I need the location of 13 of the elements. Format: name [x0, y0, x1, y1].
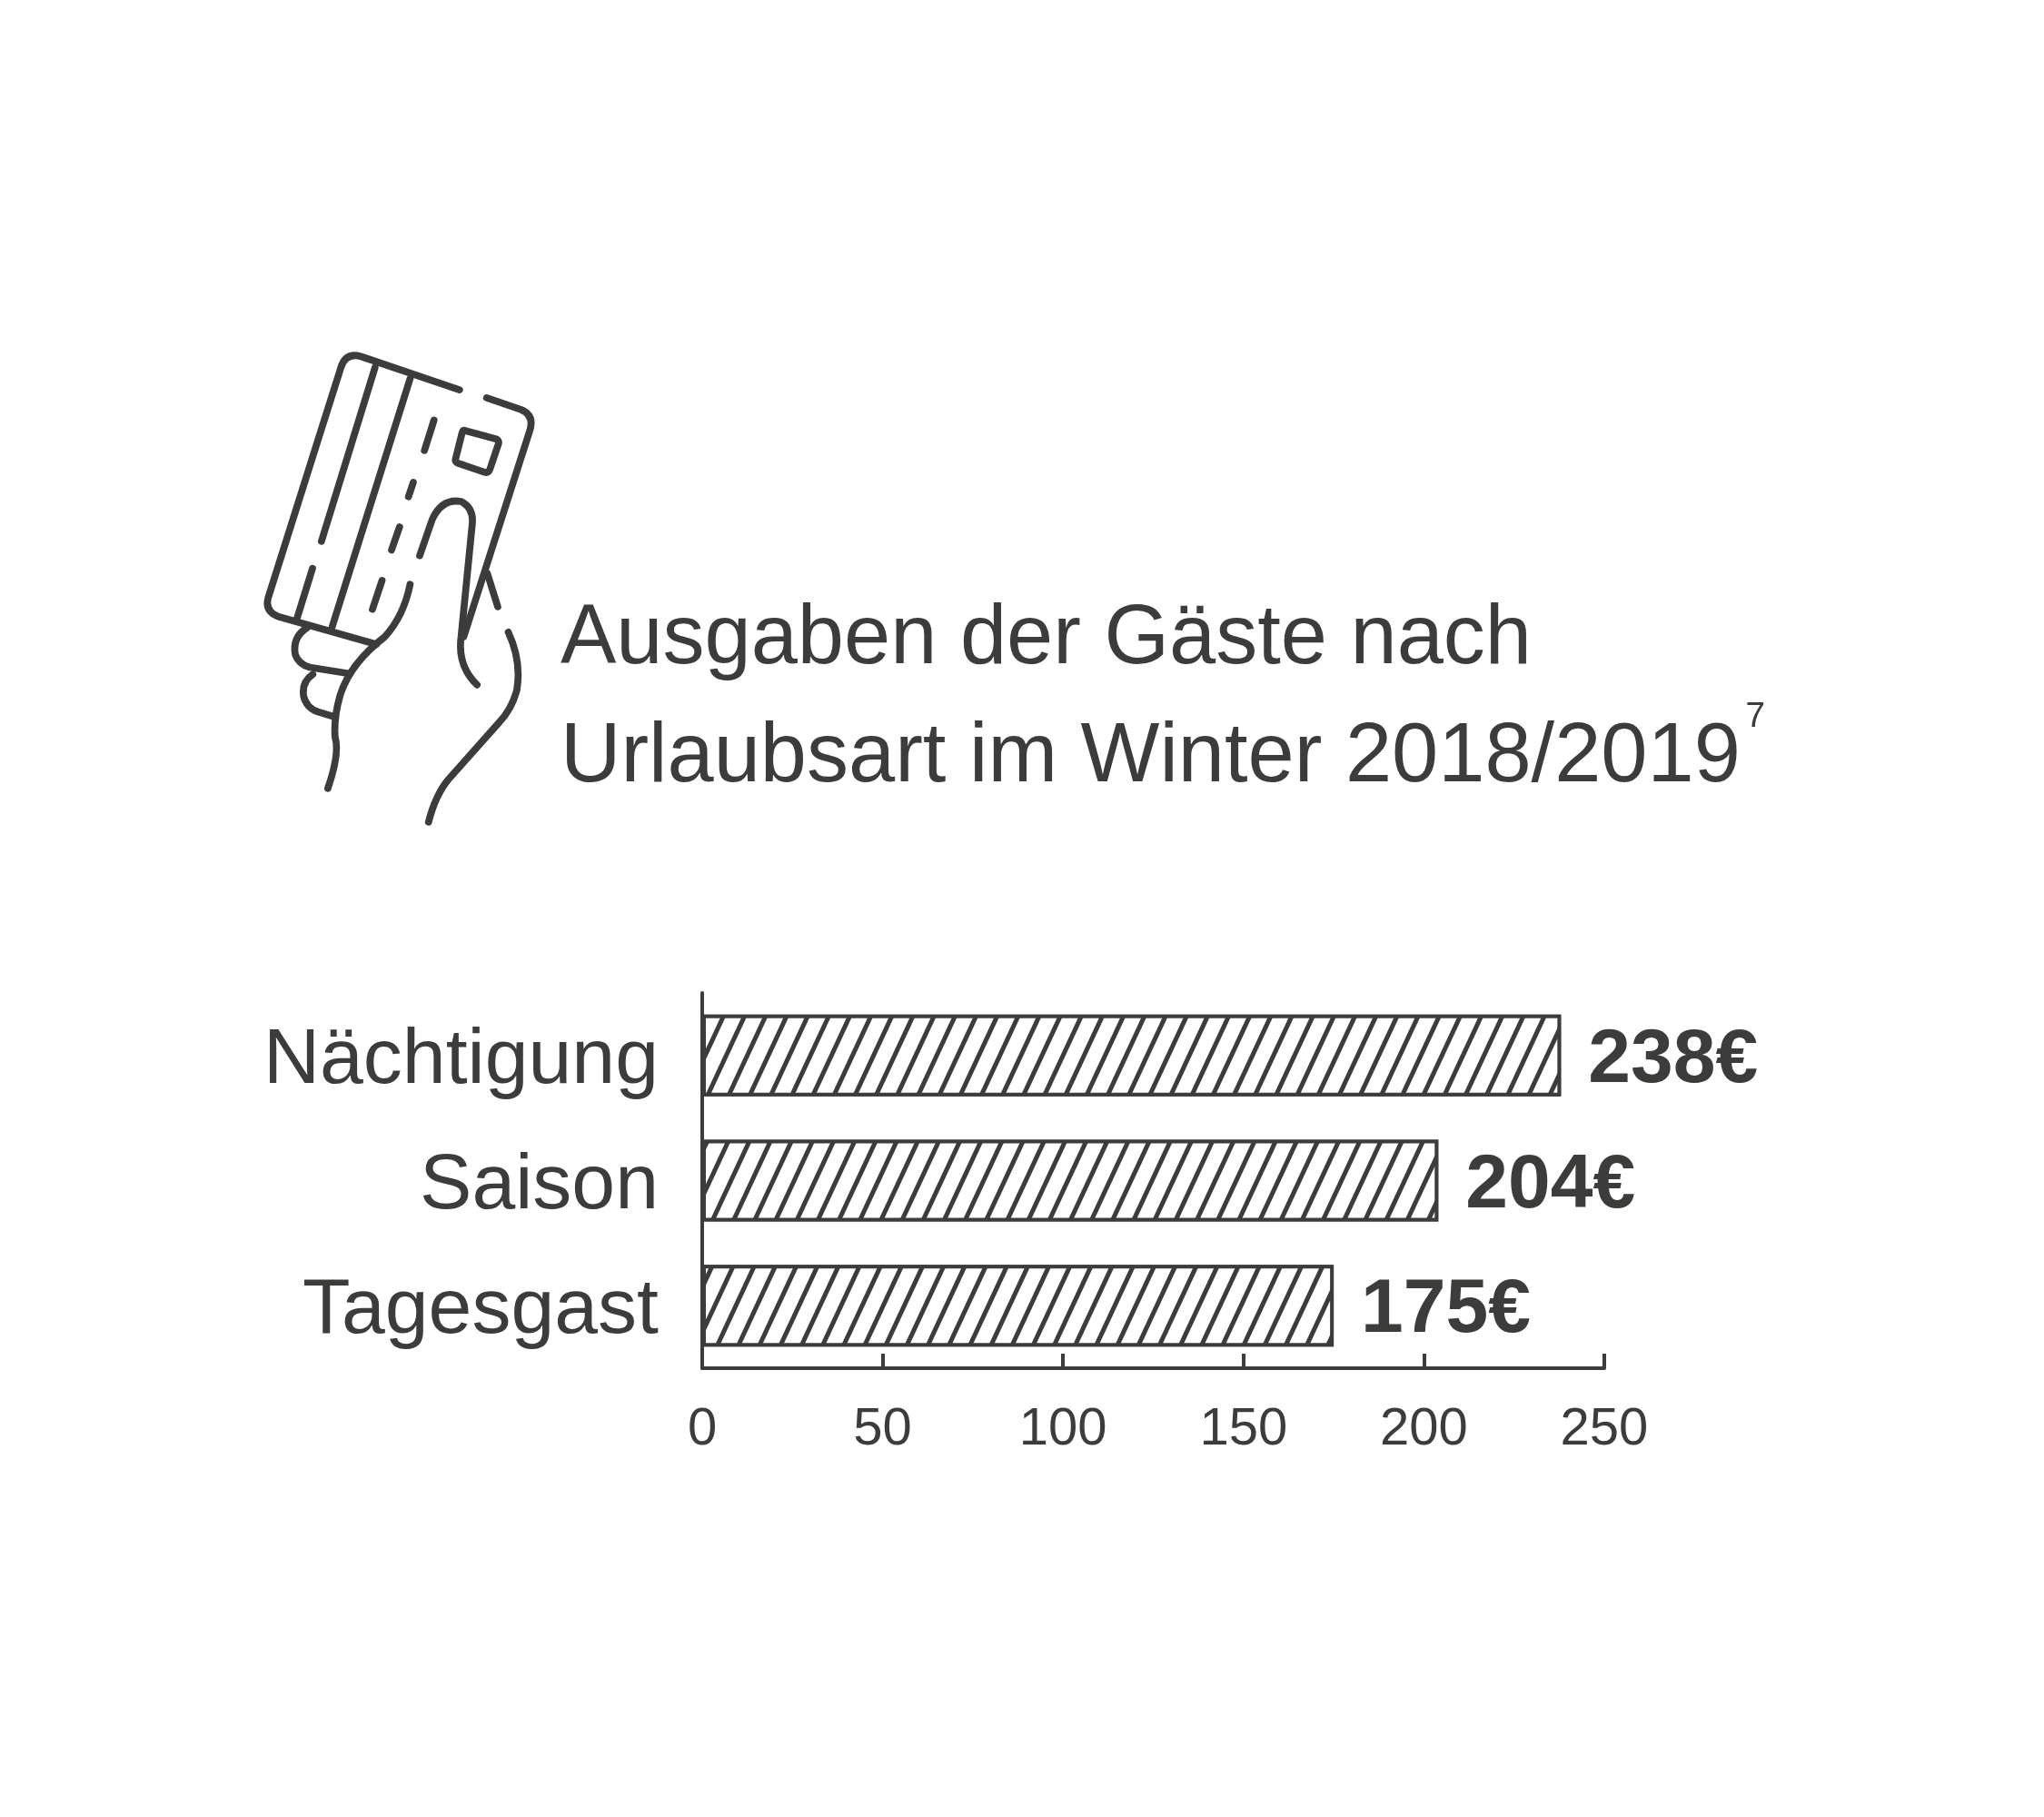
x-tick-label: 50	[853, 1395, 912, 1455]
x-tick-label: 0	[687, 1395, 718, 1455]
data-label: 204€	[1465, 1137, 1636, 1224]
x-tick-label: 250	[1560, 1395, 1649, 1455]
x-tick-label: 100	[1018, 1395, 1107, 1455]
x-tick-label: 200	[1380, 1395, 1468, 1455]
x-tick-label: 150	[1199, 1395, 1288, 1455]
y-tick-label: Tagesgast	[302, 1262, 660, 1350]
data-label: 238€	[1588, 1012, 1759, 1098]
y-tick-label: Nächtigung	[263, 1011, 659, 1099]
chart-title: Ausgaben der Gäste nach Urlaubsart im Winter 2018/2019$^{7}$	[561, 587, 1767, 800]
y-tick-label: Saison	[420, 1137, 659, 1225]
data-label: 175€	[1361, 1263, 1531, 1349]
